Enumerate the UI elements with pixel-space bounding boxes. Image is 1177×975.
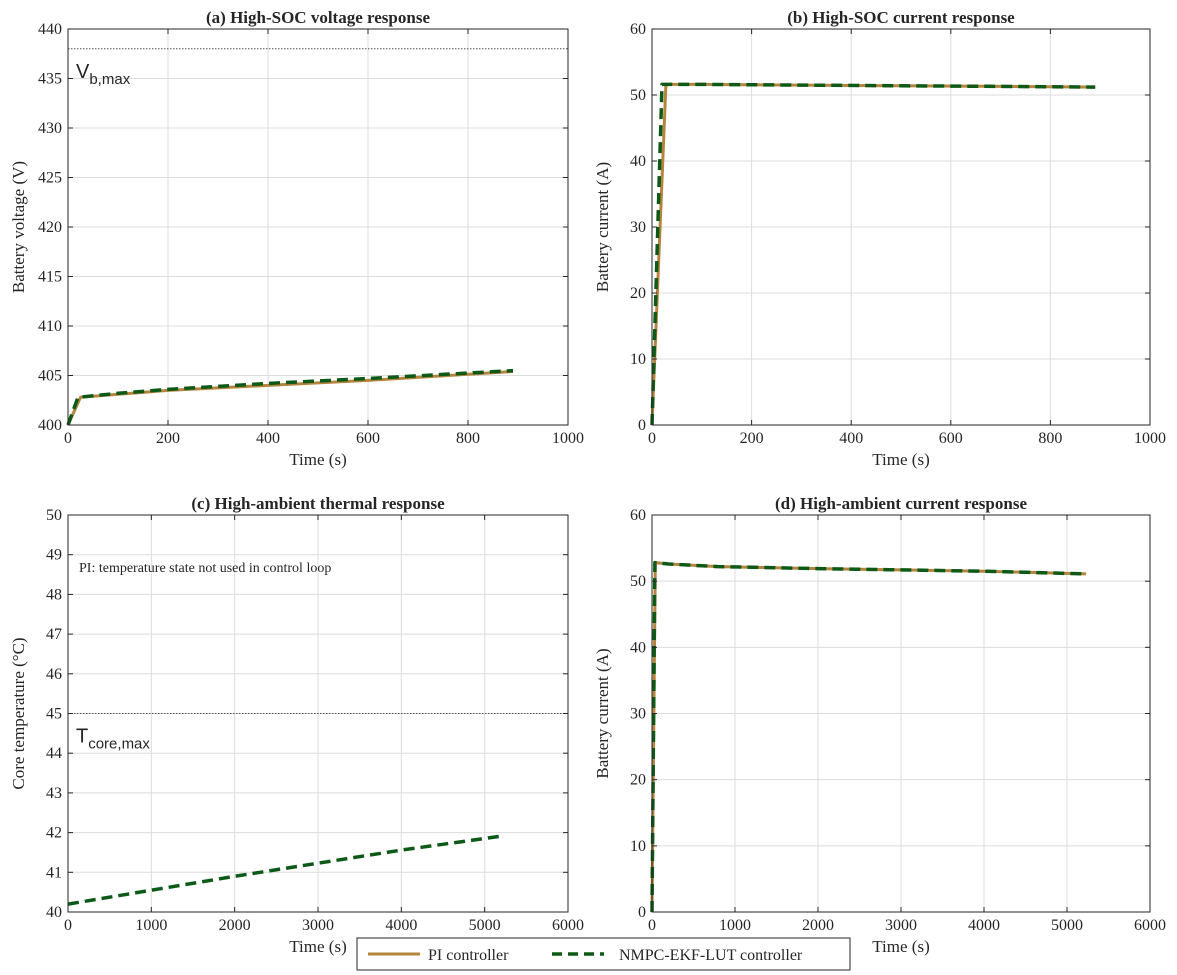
x-tick-label: 6000 xyxy=(1134,917,1166,934)
chart-title: (c) High-ambient thermal response xyxy=(191,494,445,513)
y-tick-label: 415 xyxy=(38,269,62,286)
y-tick-label: 10 xyxy=(630,351,646,368)
threshold-label-main: T xyxy=(76,726,88,748)
y-axis-label: Core temperature (°C) xyxy=(9,637,28,789)
x-tick-label: 800 xyxy=(456,430,480,447)
y-tick-label: 41 xyxy=(46,864,62,881)
y-tick-label: 0 xyxy=(638,417,646,434)
y-axis-label: Battery voltage (V) xyxy=(9,161,28,293)
y-tick-label: 40 xyxy=(46,904,62,921)
y-tick-label: 410 xyxy=(38,318,62,335)
threshold-label-sub: core,max xyxy=(88,736,150,753)
x-axis-label: Time (s) xyxy=(872,937,929,956)
x-tick-label: 5000 xyxy=(1051,917,1083,934)
legend-label: NMPC-EKF-LUT controller xyxy=(619,947,803,964)
x-axis-label: Time (s) xyxy=(289,937,346,956)
threshold-label: Vb,max xyxy=(76,61,131,88)
y-tick-label: 45 xyxy=(46,706,62,723)
x-tick-label: 3000 xyxy=(885,917,917,934)
x-tick-label: 4000 xyxy=(968,917,1000,934)
legend: PI controller NMPC-EKF-LUT controller xyxy=(356,937,851,971)
chart-panel-d: 0 1000 2000 3000 4000 5000 6000 0 10 20 30 40 50 60 (d… xyxy=(593,494,1166,956)
series-line-nmpc xyxy=(650,560,1087,913)
x-tick-label: 0 xyxy=(64,917,72,934)
x-tick-label: 2000 xyxy=(219,917,251,934)
y-tick-label: 0 xyxy=(638,904,646,921)
chart-title: (d) High-ambient current response xyxy=(775,494,1027,513)
x-tick-label: 600 xyxy=(356,430,380,447)
threshold-label-sub: b,max xyxy=(89,71,130,88)
threshold-label: Tcore,max xyxy=(76,726,150,753)
y-tick-label: 43 xyxy=(46,785,62,802)
x-tick-label: 4000 xyxy=(385,917,417,934)
x-tick-label: 6000 xyxy=(552,917,584,934)
y-tick-label: 40 xyxy=(630,153,646,170)
y-tick-label: 30 xyxy=(630,706,646,723)
chart-title: (a) High-SOC voltage response xyxy=(206,8,430,27)
series-line-nmpc xyxy=(67,834,505,906)
legend-box xyxy=(356,937,851,971)
x-tick-label: 1000 xyxy=(552,430,584,447)
y-tick-label: 20 xyxy=(630,772,646,789)
y-tick-label: 435 xyxy=(38,71,62,88)
x-tick-label: 600 xyxy=(939,430,963,447)
y-tick-label: 400 xyxy=(38,417,62,434)
y-tick-label: 48 xyxy=(46,586,62,603)
series-line-nmpc xyxy=(66,368,514,426)
x-tick-label: 400 xyxy=(839,430,863,447)
x-tick-label: 400 xyxy=(256,430,280,447)
x-tick-label: 1000 xyxy=(719,917,751,934)
x-tick-label: 2000 xyxy=(802,917,834,934)
chart-title: (b) High-SOC current response xyxy=(787,8,1015,27)
y-axis-label: Battery current (A) xyxy=(593,648,612,778)
y-tick-label: 60 xyxy=(630,507,646,524)
y-tick-label: 44 xyxy=(46,745,62,762)
threshold-label-main: V xyxy=(76,61,90,83)
y-tick-label: 30 xyxy=(630,219,646,236)
y-tick-label: 60 xyxy=(630,21,646,38)
x-tick-label: 1000 xyxy=(135,917,167,934)
chart-panel-b: 0 200 400 600 800 1000 0 10 20 30 40 50 60 (b) High-S… xyxy=(593,8,1166,469)
y-tick-label: 20 xyxy=(630,285,646,302)
y-tick-label: 50 xyxy=(630,573,646,590)
y-tick-label: 405 xyxy=(38,368,62,385)
series-line-nmpc xyxy=(650,82,1096,426)
y-tick-label: 49 xyxy=(46,547,62,564)
chart-panel-a: Vb,max 0 200 400 600 800 1000 400 405 410 415 420 42… xyxy=(9,8,584,469)
x-axis-label: Time (s) xyxy=(872,450,929,469)
x-tick-label: 0 xyxy=(64,430,72,447)
y-tick-label: 40 xyxy=(630,639,646,656)
x-tick-label: 1000 xyxy=(1134,430,1166,447)
y-tick-label: 440 xyxy=(38,21,62,38)
y-tick-label: 50 xyxy=(630,87,646,104)
y-tick-label: 420 xyxy=(38,219,62,236)
y-tick-label: 425 xyxy=(38,170,62,187)
x-tick-label: 0 xyxy=(648,430,656,447)
x-tick-label: 200 xyxy=(740,430,764,447)
x-tick-label: 0 xyxy=(648,917,656,934)
x-tick-label: 800 xyxy=(1038,430,1062,447)
x-tick-label: 5000 xyxy=(469,917,501,934)
x-tick-label: 200 xyxy=(156,430,180,447)
y-tick-label: 430 xyxy=(38,120,62,137)
y-tick-label: 46 xyxy=(46,666,62,683)
panel-annotation: PI: temperature state not used in contro… xyxy=(79,561,331,576)
x-tick-label: 3000 xyxy=(302,917,334,934)
y-tick-label: 42 xyxy=(46,825,62,842)
chart-panel-c: Tcore,max PI: temperature state not used … xyxy=(9,494,584,956)
legend-label: PI controller xyxy=(428,947,509,964)
x-axis-label: Time (s) xyxy=(289,450,346,469)
y-tick-label: 50 xyxy=(46,507,62,524)
y-tick-label: 47 xyxy=(46,626,62,643)
y-axis-label: Battery current (A) xyxy=(593,162,612,292)
y-tick-label: 10 xyxy=(630,838,646,855)
